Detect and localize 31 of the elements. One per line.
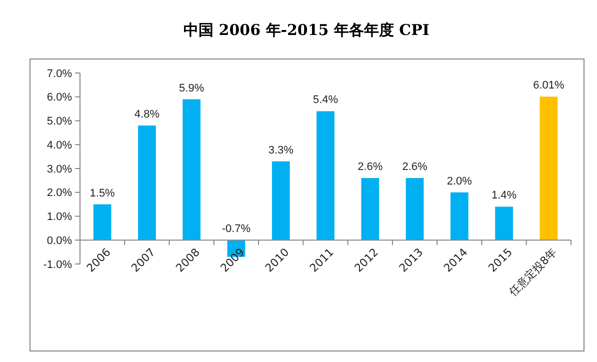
bar — [361, 178, 380, 240]
y-tick-label: 6.0% — [46, 92, 72, 104]
data-label: 2.6% — [402, 161, 428, 174]
bar — [495, 206, 513, 240]
data-label: 3.3% — [268, 144, 294, 156]
bar — [182, 99, 201, 240]
bar — [540, 96, 558, 240]
chart-title: 中国 2006 年-2015 年各年度 CPI — [184, 21, 430, 39]
data-label: 5.4% — [312, 94, 338, 106]
bar — [272, 161, 290, 240]
bar — [316, 111, 334, 240]
y-tick-label: 1.0% — [46, 211, 72, 224]
data-label: 1.4% — [492, 190, 517, 202]
data-label: 6.01% — [533, 80, 564, 92]
bar — [138, 126, 156, 240]
y-tick-label: 4.0% — [46, 139, 72, 152]
y-tick-label: 2.0% — [46, 187, 72, 200]
bar — [450, 192, 468, 240]
data-label: -0.7% — [222, 223, 251, 236]
y-tick-label: 5.0% — [46, 116, 72, 128]
y-tick-label: -1.0% — [43, 258, 72, 271]
bar — [406, 178, 424, 240]
bar — [93, 204, 112, 240]
y-tick-label: 7.0% — [46, 68, 72, 80]
data-label: 4.8% — [134, 108, 160, 121]
data-label: 2.6% — [358, 161, 383, 174]
y-tick-label: 3.0% — [46, 163, 72, 176]
data-label: 5.9% — [179, 82, 204, 94]
y-tick-label: 0.0% — [46, 234, 72, 247]
data-label: 2.0% — [446, 175, 472, 188]
data-label: 1.5% — [90, 187, 116, 200]
